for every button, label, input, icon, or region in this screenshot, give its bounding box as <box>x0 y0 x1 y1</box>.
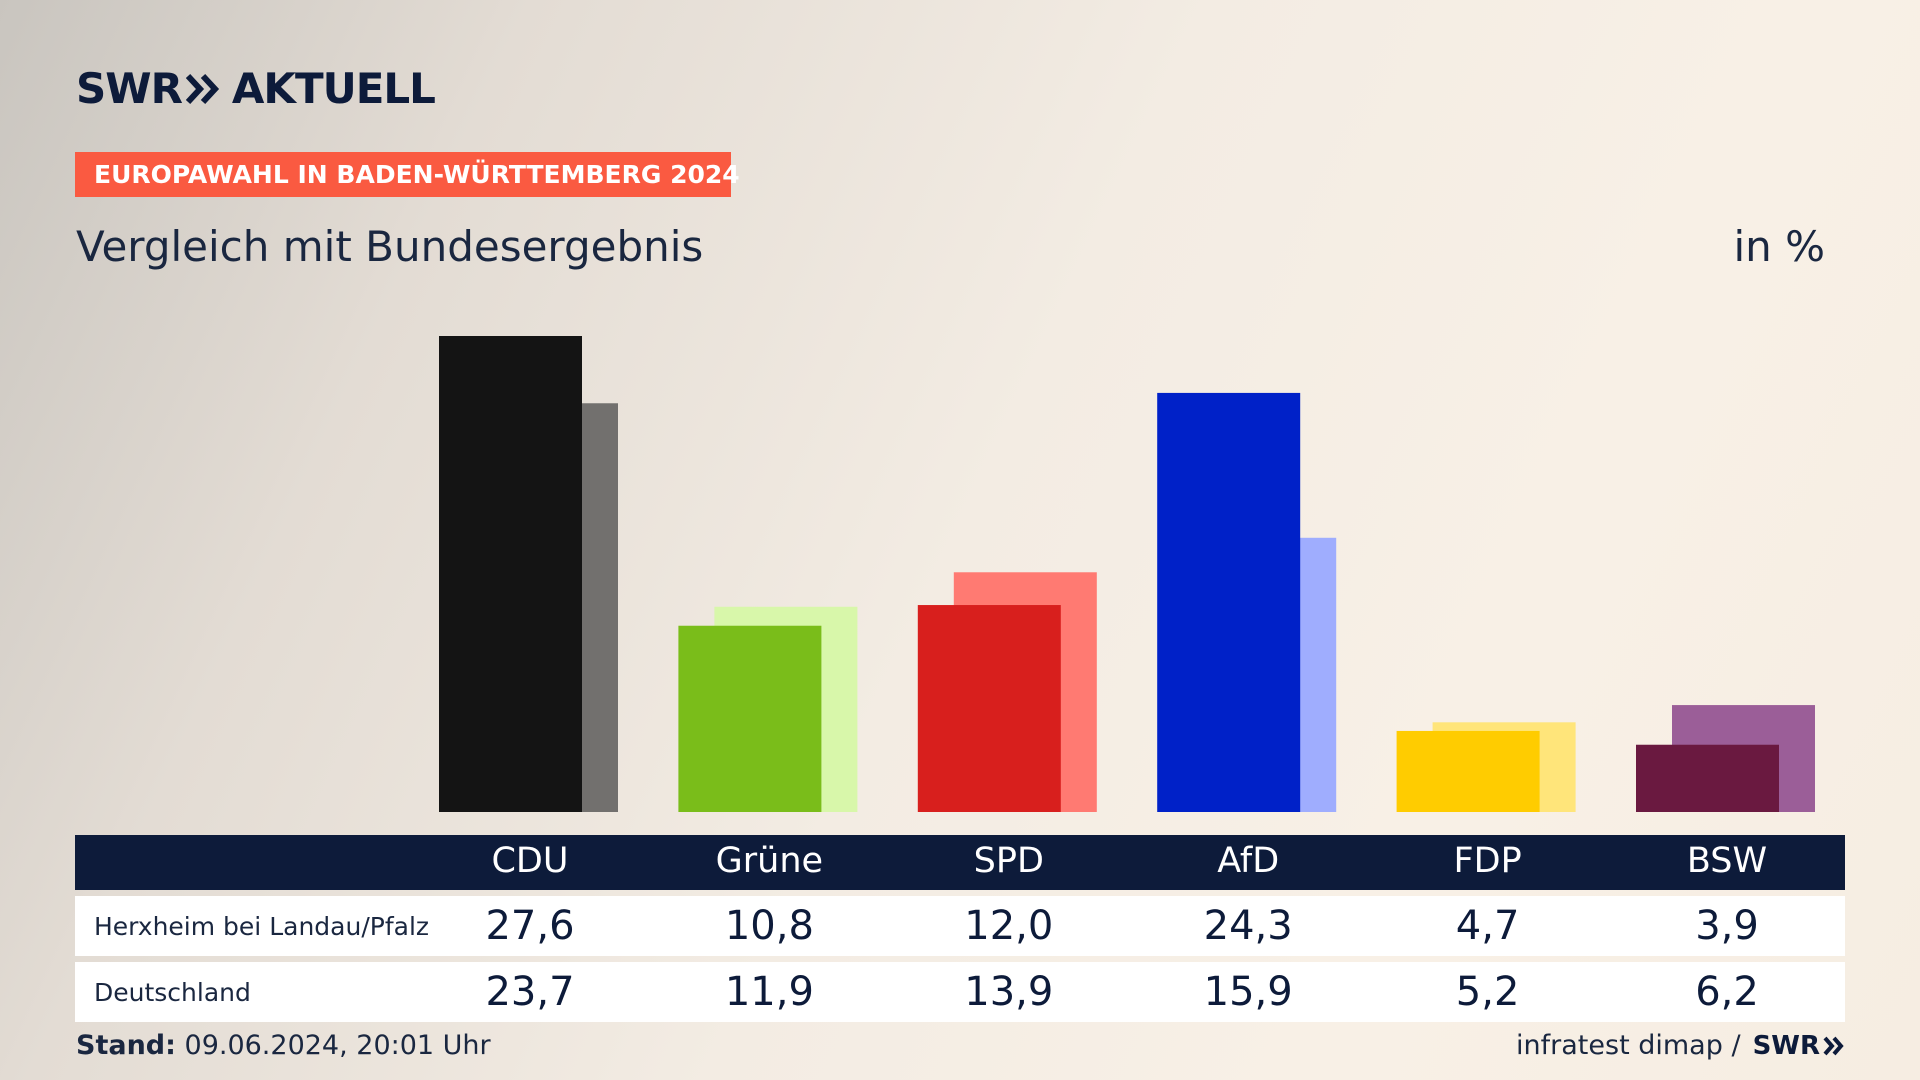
timestamp: Stand: 09.06.2024, 20:01 Uhr <box>76 1030 491 1061</box>
value-national-afd: 15,9 <box>1203 969 1293 1015</box>
party-label-bsw: BSW <box>1686 841 1768 881</box>
table-header: CDU Grüne SPD AfD FDP BSW <box>75 835 1845 890</box>
bar-local-cdu <box>439 336 582 812</box>
value-local-fdp: 4,7 <box>1455 903 1520 949</box>
bar-local-gruene <box>678 625 822 812</box>
election-badge: EUROPAWAHL IN BADEN-WÜRTTEMBERG 2024 <box>75 152 740 197</box>
unit-label: in % <box>1733 222 1825 271</box>
value-local-cdu: 27,6 <box>485 903 575 949</box>
bar-local-bsw <box>1636 744 1779 812</box>
swr-aktuell-logo: SWR AKTUELL <box>76 64 436 113</box>
bar-chart <box>439 336 1815 812</box>
footer-swr-logo: SWR <box>1753 1031 1845 1061</box>
logo-aktuell-text: AKTUELL <box>231 64 436 113</box>
double-chevron-icon <box>1823 1036 1844 1055</box>
value-local-gruene: 10,8 <box>724 903 814 949</box>
party-label-gruene: Grüne <box>715 841 824 881</box>
value-national-fdp: 5,2 <box>1455 969 1520 1015</box>
footer-swr-text: SWR <box>1752 1030 1820 1061</box>
bar-local-spd <box>917 605 1061 812</box>
stand-value: 09.06.2024, 20:01 Uhr <box>184 1030 491 1061</box>
party-label-afd: AfD <box>1217 841 1280 881</box>
double-chevron-icon <box>185 73 220 105</box>
value-local-spd: 12,0 <box>964 903 1054 949</box>
table-row: Deutschland 23,7 11,9 13,9 15,9 5,2 6,2 <box>75 962 1845 1022</box>
source-text: infratest dimap / <box>1516 1030 1741 1061</box>
party-label-cdu: CDU <box>491 841 569 881</box>
bar-local-fdp <box>1396 730 1540 812</box>
value-local-bsw: 3,9 <box>1695 903 1759 949</box>
table-row: Herxheim bei Landau/Pfalz 27,6 10,8 12,0 24… <box>75 896 1845 956</box>
results-table: CDU Grüne SPD AfD FDP BSW Herxheim bei Landau… <box>75 835 1845 1022</box>
row-label-national: Deutschland <box>94 977 251 1007</box>
value-national-bsw: 6,2 <box>1695 969 1759 1015</box>
party-label-fdp: FDP <box>1453 841 1522 881</box>
stand-label: Stand: <box>76 1030 176 1061</box>
value-national-cdu: 23,7 <box>485 969 575 1015</box>
logo-swr-text: SWR <box>76 64 183 113</box>
value-national-gruene: 11,9 <box>724 969 814 1015</box>
party-label-spd: SPD <box>973 841 1044 881</box>
source-credit: infratest dimap / SWR <box>1516 1030 1845 1061</box>
row-label-local: Herxheim bei Landau/Pfalz <box>94 911 430 941</box>
value-national-spd: 13,9 <box>964 969 1054 1015</box>
chart-subtitle: Vergleich mit Bundesergebnis <box>76 222 704 271</box>
value-local-afd: 24,3 <box>1203 903 1293 949</box>
bar-local-afd <box>1157 392 1301 812</box>
